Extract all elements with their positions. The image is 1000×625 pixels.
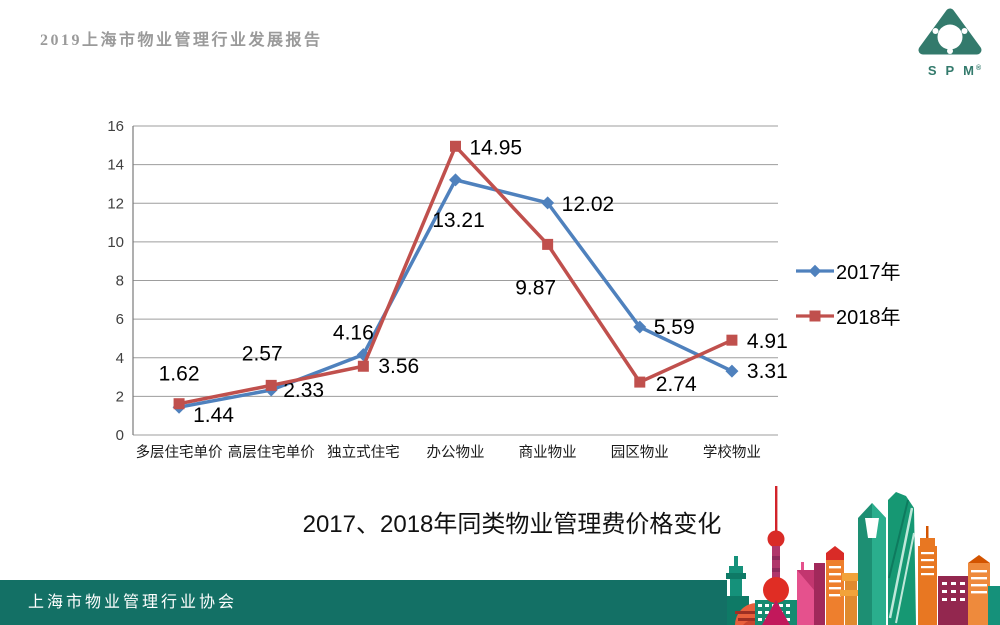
data-point-marker xyxy=(633,320,647,334)
y-axis-tick-label: 12 xyxy=(107,195,124,212)
data-point-marker xyxy=(448,173,463,187)
organization-name: 上海市物业管理行业协会 xyxy=(28,594,238,611)
x-axis-category-label: 高层住宅单价 xyxy=(228,444,315,461)
y-axis-tick-label: 16 xyxy=(107,118,124,135)
data-point-marker xyxy=(357,360,369,372)
data-point-label: 14.95 xyxy=(470,136,523,159)
x-axis-category-label: 独立式住宅 xyxy=(327,444,400,461)
jinmao-tower xyxy=(918,526,937,625)
legend-label: 2018年 xyxy=(836,307,901,329)
data-point-label: 4.91 xyxy=(747,330,788,353)
chart-legend: 2017年 2018年 xyxy=(796,256,901,346)
spm-logo-text: SPM® xyxy=(927,63,983,78)
tiered-pagoda xyxy=(840,573,862,625)
y-axis-tick-label: 0 xyxy=(116,427,124,444)
swfc-tower xyxy=(858,503,886,625)
footer-bar: 上海市物业管理行业协会 xyxy=(0,580,727,625)
data-point-label: 1.62 xyxy=(159,363,200,386)
legend-marker-icon xyxy=(796,264,834,277)
data-point-marker xyxy=(173,398,185,410)
data-point-label: 4.16 xyxy=(333,322,374,345)
y-axis-tick-label: 6 xyxy=(116,311,124,328)
data-point-label: 2.74 xyxy=(656,373,697,396)
legend-label: 2017年 xyxy=(836,262,901,284)
data-point-label: 3.56 xyxy=(378,355,419,378)
data-point-marker xyxy=(726,334,738,346)
data-point-marker xyxy=(450,140,461,152)
legend-item-2017年: 2017年 xyxy=(796,256,901,285)
y-axis-tick-label: 10 xyxy=(107,234,124,251)
y-axis-tick-label: 4 xyxy=(116,350,124,367)
data-point-label: 2.57 xyxy=(242,342,283,365)
orange-block xyxy=(968,555,990,625)
line-chart: 0 2 4 6 8 10 12 14 16 多层住宅单价 高层住宅单价 独立式住宅 办公物业 商业物业 园区… xyxy=(107,118,788,461)
magenta-tower xyxy=(814,563,825,625)
x-axis-category-label: 办公物业 xyxy=(427,444,485,461)
maroon-block xyxy=(938,576,968,625)
shanghai-tower xyxy=(888,492,916,625)
data-point-marker xyxy=(725,364,739,378)
data-point-marker xyxy=(542,238,554,250)
legend-item-2018年: 2018年 xyxy=(796,301,901,330)
oriental-pearl-tower xyxy=(762,486,790,625)
legend-marker-icon xyxy=(796,310,834,321)
spm-logo: SPM® xyxy=(913,8,987,78)
x-axis-category-label: 商业物业 xyxy=(519,444,577,461)
data-point-marker xyxy=(634,376,646,388)
x-axis-category-label: 多层住宅单价 xyxy=(136,444,223,461)
shanghai-skyline-illustration xyxy=(723,486,1000,625)
orange-tower xyxy=(826,546,844,625)
spm-logo-icon xyxy=(918,8,982,55)
data-point-label: 13.21 xyxy=(432,209,485,232)
data-point-label: 9.87 xyxy=(515,276,556,299)
page-title: 2019上海市物业管理行业发展报告 xyxy=(40,32,323,49)
data-point-label: 12.02 xyxy=(562,193,615,216)
data-point-label: 3.31 xyxy=(747,360,788,383)
pink-building xyxy=(797,562,814,625)
teal-block xyxy=(988,586,1000,625)
data-point-label: 5.59 xyxy=(654,316,695,339)
x-axis-category-label: 园区物业 xyxy=(611,444,669,461)
chart-title: 2017、2018年同类物业管理费价格变化 xyxy=(302,511,722,538)
data-point-label: 1.44 xyxy=(193,404,234,427)
y-axis-tick-label: 14 xyxy=(107,157,124,174)
data-point-label: 2.33 xyxy=(283,379,324,402)
data-point-marker xyxy=(265,379,277,391)
y-axis-tick-label: 8 xyxy=(116,273,124,290)
x-axis-category-label: 学校物业 xyxy=(703,444,761,461)
y-axis-tick-label: 2 xyxy=(116,388,124,405)
